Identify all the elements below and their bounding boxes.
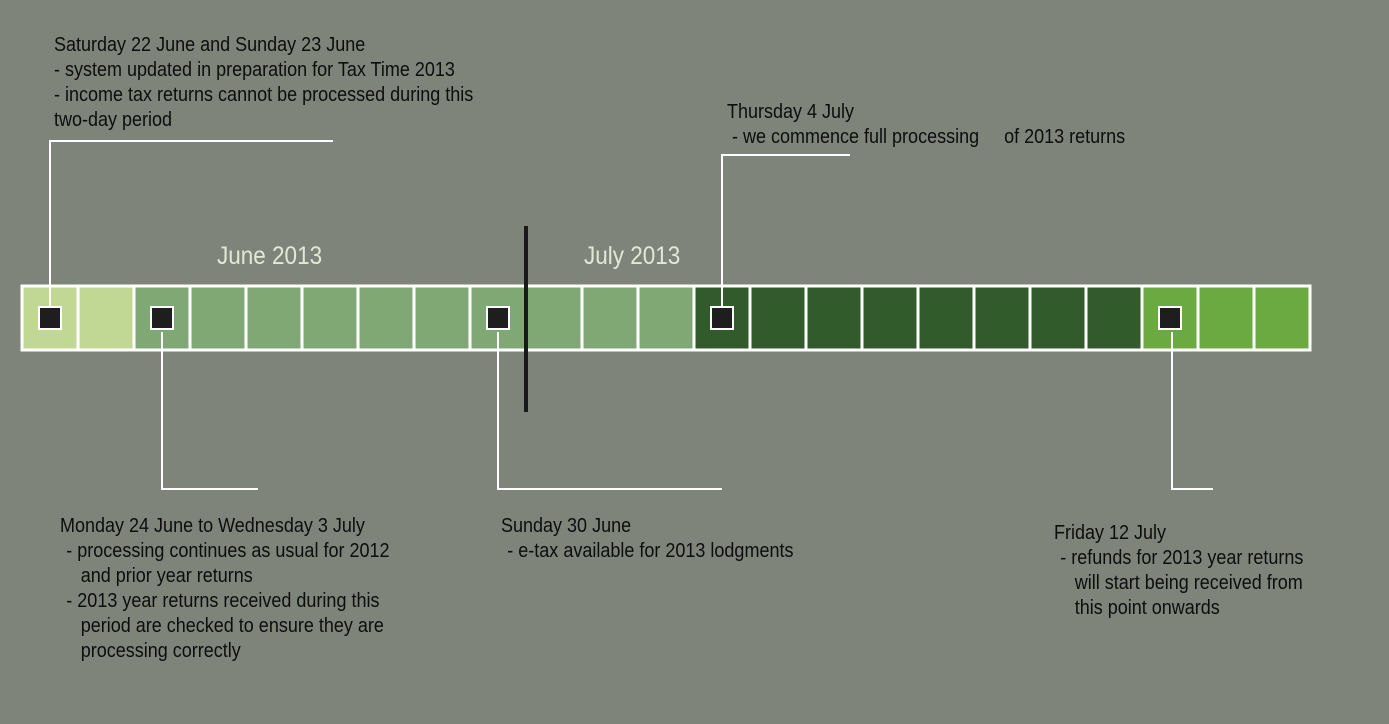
note-mon24-line1: - processing continues as usual for 2012: [66, 540, 390, 562]
day-cell: [1028, 284, 1088, 352]
note-fri12-line3: this point onwards: [1074, 597, 1220, 619]
day-cell: [860, 284, 920, 352]
note-sun30-line1: - e-tax available for 2013 lodgments: [507, 540, 794, 562]
note-sat22-title: Saturday 22 June and Sunday 23 June: [54, 34, 366, 56]
connector-sat22: [49, 140, 333, 307]
event-marker: [38, 306, 62, 330]
connector-fri12: [1171, 332, 1213, 490]
month-label-june: June 2013: [217, 242, 323, 270]
note-mon24-line4: period are checked to ensure they are: [80, 615, 384, 637]
day-cell: [356, 284, 416, 352]
day-cell: [1084, 284, 1144, 352]
note-sat22: Saturday 22 June and Sunday 23 June - sy…: [54, 33, 473, 133]
event-marker: [1158, 306, 1182, 330]
note-fri12: Friday 12 July - refunds for 2013 year r…: [1054, 521, 1303, 621]
day-cell: [972, 284, 1032, 352]
note-fri12-title: Friday 12 July: [1054, 522, 1167, 544]
month-label-july: July 2013: [584, 242, 681, 270]
note-thu4-title: Thursday 4 July: [727, 101, 855, 123]
note-sun30-title: Sunday 30 June: [501, 515, 632, 537]
event-marker: [486, 306, 510, 330]
day-cell: [748, 284, 808, 352]
note-sun30: Sunday 30 June - e-tax available for 201…: [501, 514, 793, 564]
day-cell: [1252, 284, 1312, 352]
day-cell: [76, 284, 136, 352]
note-mon24-line3: - 2013 year returns received during this: [66, 590, 380, 612]
event-marker: [150, 306, 174, 330]
note-sat22-line2: - income tax returns cannot be processed…: [54, 84, 474, 106]
note-fri12-line2: will start being received from: [1074, 572, 1303, 594]
day-cell: [188, 284, 248, 352]
day-cells: [20, 284, 1312, 352]
callout-connectors: [49, 140, 1213, 490]
day-cell: [1196, 284, 1256, 352]
day-cell: [244, 284, 304, 352]
note-thu4-line1: - we commence full processing of 2013 re…: [727, 126, 1126, 148]
day-cell: [300, 284, 360, 352]
day-cell: [524, 284, 584, 352]
note-fri12-line1: - refunds for 2013 year returns: [1060, 547, 1304, 569]
day-cell: [804, 284, 864, 352]
note-mon24-title: Monday 24 June to Wednesday 3 July: [60, 515, 365, 537]
connector-sun30: [497, 332, 722, 490]
day-cell: [412, 284, 472, 352]
note-mon24-line5: processing correctly: [80, 640, 241, 662]
day-cell: [580, 284, 640, 352]
note-sat22-line3: two-day period: [54, 109, 173, 131]
note-sat22-line1: - system updated in preparation for Tax …: [54, 59, 455, 81]
note-mon24: Monday 24 June to Wednesday 3 July - pro…: [60, 514, 389, 664]
event-marker: [710, 306, 734, 330]
event-markers: [38, 306, 1182, 330]
connector-thu4: [721, 154, 850, 307]
day-cell: [916, 284, 976, 352]
note-mon24-line2: and prior year returns: [80, 565, 253, 587]
day-cell: [636, 284, 696, 352]
connector-mon24: [161, 332, 258, 490]
note-thu4: Thursday 4 July - we commence full proce…: [727, 100, 1125, 150]
